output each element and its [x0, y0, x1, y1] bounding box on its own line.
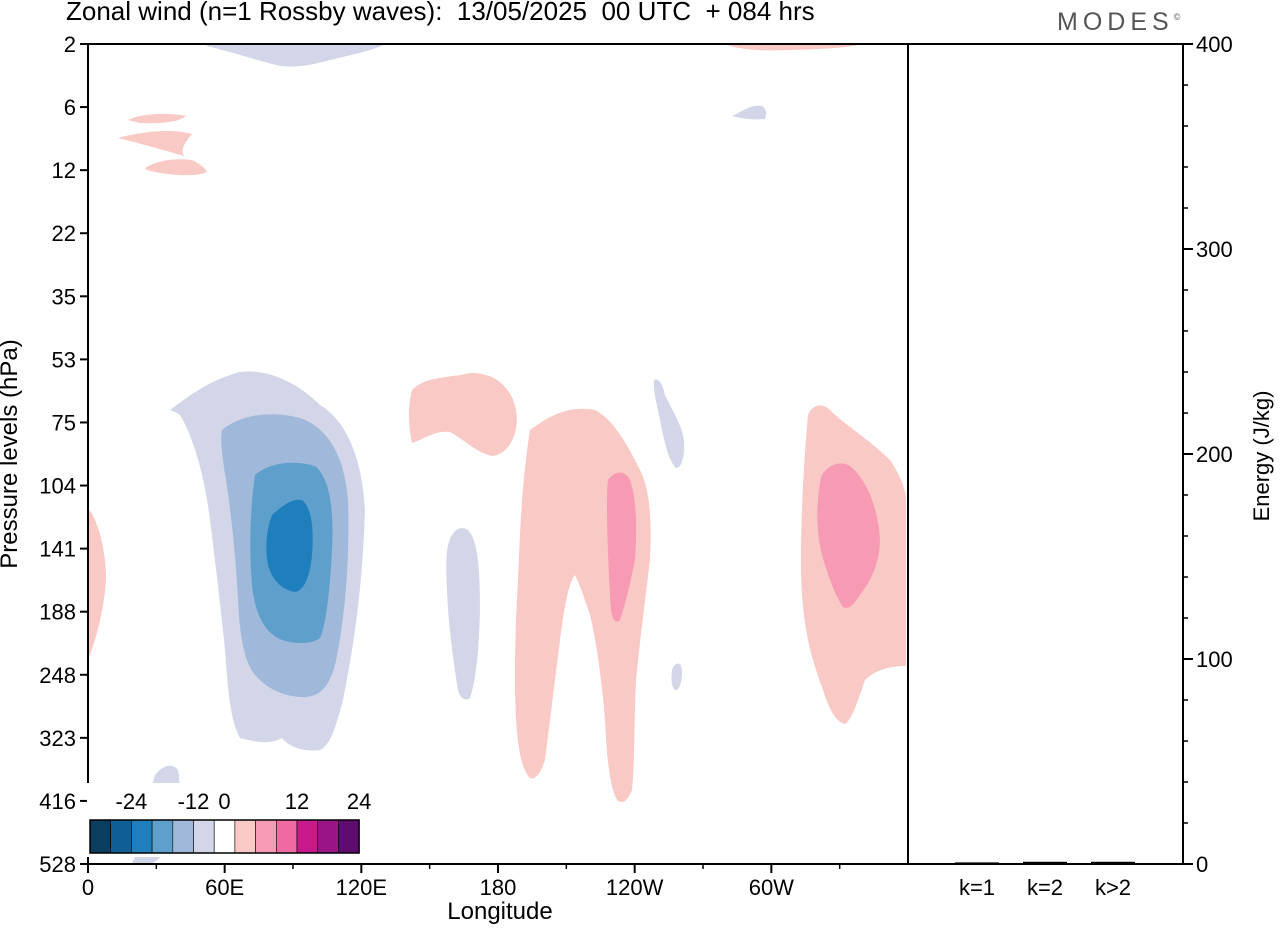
energy-tick-label: 200 [1196, 442, 1233, 467]
energy-category-label: k=2 [1027, 875, 1063, 900]
colorbar-swatch [89, 819, 112, 854]
y-axis: 2 6 12 22 35 53 75 104 141 188 248 323 416 528 [39, 32, 88, 877]
colorbar-tick-label: 24 [347, 789, 371, 814]
energy-bar [1091, 861, 1135, 864]
colorbar-swatch [172, 819, 194, 854]
brand-logo: MODES© [1057, 8, 1180, 37]
colorbar-swatch [193, 819, 215, 854]
y-tick-label: 141 [39, 537, 76, 562]
y-tick-label: 104 [39, 474, 76, 499]
contour-positive [725, 44, 860, 51]
colorbar-swatch [213, 819, 236, 854]
energy-tick-label: 0 [1196, 852, 1208, 877]
contour-positive [128, 113, 186, 124]
colorbar-swatch [296, 819, 319, 854]
colorbar-swatch [234, 819, 256, 854]
x-tick-label: 120E [336, 875, 387, 900]
energy-tick-label: 400 [1196, 32, 1233, 57]
contour-field [88, 44, 906, 864]
colorbar-frame [89, 819, 360, 854]
contour-negative [732, 105, 767, 120]
energy-category-label: k>2 [1095, 875, 1131, 900]
colorbar-swatch [338, 819, 360, 854]
y-tick-label: 2 [64, 32, 76, 57]
y-tick-label: 22 [52, 221, 76, 246]
contour-negative [446, 528, 480, 700]
energy-axis-label: Energy (J/kg) [1249, 390, 1274, 522]
y-tick-label: 188 [39, 600, 76, 625]
energy-tick-label: 100 [1196, 647, 1233, 672]
x-tick-label: 60E [205, 875, 244, 900]
colorbar-tick-label: 0 [218, 789, 230, 814]
x-axis-label: Longitude [447, 898, 553, 925]
colorbar-tick-label: -12 [178, 789, 210, 814]
contour-positive [409, 372, 517, 456]
colorbar-swatch [131, 819, 153, 854]
brand-name: MODES [1057, 8, 1174, 36]
x-tick-label: 0 [82, 875, 94, 900]
y-tick-label: 53 [52, 347, 76, 372]
colorbar-tick-label: -24 [116, 789, 148, 814]
colorbar-swatch [275, 819, 298, 854]
y-tick-label: 248 [39, 663, 76, 688]
x-tick-label: 60W [749, 875, 794, 900]
colorbar: -24 -12 0 12 24 [87, 783, 371, 857]
colorbar-swatch [317, 819, 339, 854]
colorbar-tick-label: 12 [285, 789, 309, 814]
colorbar-swatch [151, 819, 174, 854]
contour-positive [607, 472, 637, 622]
y-tick-label: 12 [52, 158, 76, 183]
contour-positive [88, 508, 106, 660]
y-tick-label: 6 [64, 95, 76, 120]
energy-panel-frame [907, 43, 1184, 865]
colorbar-swatch [110, 819, 132, 854]
chart-title: Zonal wind (n=1 Rossby waves): 13/05/202… [66, 0, 815, 26]
y-tick-label: 323 [39, 726, 76, 751]
brand-mark: © [1173, 12, 1181, 22]
y-tick-label: 35 [52, 284, 76, 309]
y-tick-label: 416 [39, 789, 76, 814]
energy-category-label: k=1 [959, 875, 995, 900]
y-axis-label: Pressure levels (hPa) [0, 339, 23, 569]
contour-positive [145, 159, 207, 176]
y-tick-label: 528 [39, 852, 76, 877]
x-tick-label: 180 [480, 875, 517, 900]
contour-negative [671, 663, 682, 691]
contour-positive [817, 463, 880, 608]
y-tick-label: 75 [52, 410, 76, 435]
contour-positive [514, 408, 651, 802]
contour-negative [205, 44, 385, 67]
energy-tick-label: 300 [1196, 237, 1233, 262]
contour-negative [653, 379, 685, 468]
x-axis: 0 60E 120E 180 120W 60W [82, 864, 841, 900]
energy-bar [955, 862, 999, 865]
contour-positive [118, 131, 192, 156]
energy-bars: k=1 k=2 k>2 [955, 861, 1135, 900]
x-tick-label: 120W [606, 875, 664, 900]
energy-axis: 0 100 200 300 400 [1182, 32, 1233, 877]
contour-negative [266, 499, 313, 592]
energy-bar [1023, 861, 1067, 864]
colorbar-swatch [255, 819, 277, 854]
